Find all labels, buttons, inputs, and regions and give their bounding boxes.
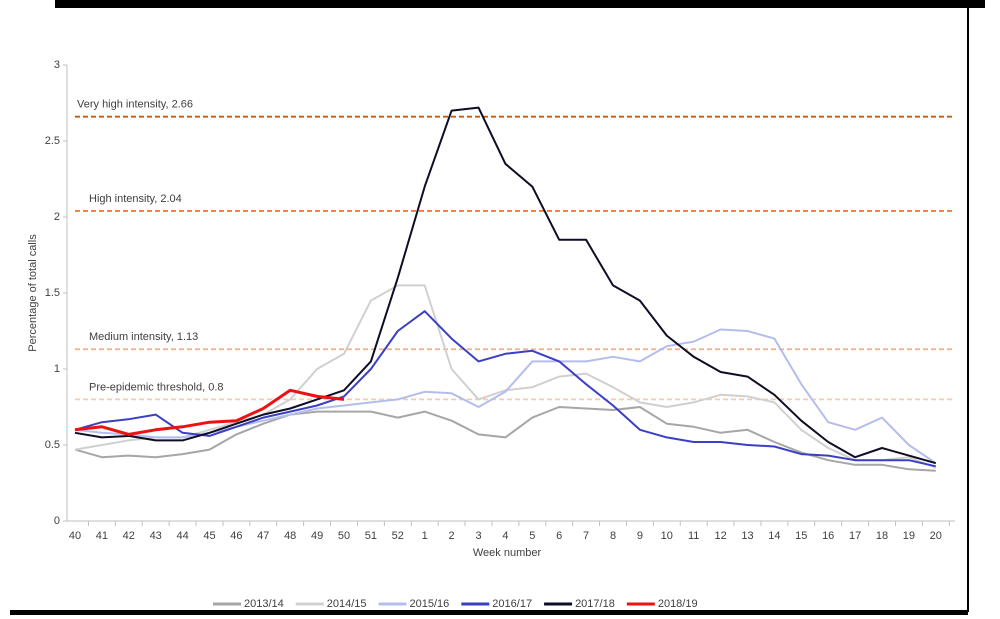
x-tick-label: 4 <box>502 530 508 542</box>
x-tick-label: 43 <box>150 530 162 542</box>
legend-label: 2013/14 <box>244 598 284 610</box>
series-line <box>74 284 937 469</box>
x-tick-label: 11 <box>688 530 699 542</box>
series-line <box>74 388 345 436</box>
x-tick-label: 49 <box>311 530 323 542</box>
threshold-label: Pre-epidemic threshold, 0.8 <box>89 381 224 393</box>
frame-bottom <box>10 610 968 615</box>
y-tick-label: 1 <box>54 363 60 375</box>
x-tick-label: 44 <box>176 530 188 542</box>
threshold-label: Very high intensity, 2.66 <box>77 99 193 111</box>
x-tick-label: 2 <box>449 530 455 542</box>
legend-label: 2016/17 <box>492 598 532 610</box>
x-tick-label: 45 <box>203 530 215 542</box>
x-tick-label: 19 <box>903 530 915 542</box>
series-line <box>74 106 937 465</box>
x-tick-label: 46 <box>230 530 242 542</box>
x-tick-label: 52 <box>392 530 404 542</box>
x-tick-label: 40 <box>69 530 81 542</box>
x-tick-label: 3 <box>475 530 481 542</box>
y-tick-label: 0.5 <box>45 439 60 451</box>
series-line <box>74 406 936 472</box>
y-tick-label: 2.5 <box>45 135 60 147</box>
y-tick-label: 0 <box>54 515 60 527</box>
x-tick-label: 9 <box>637 530 643 542</box>
threshold-label: High intensity, 2.04 <box>89 193 182 205</box>
threshold-label: Medium intensity, 1.13 <box>89 331 198 343</box>
x-tick-label: 8 <box>610 530 616 542</box>
x-tick-label: 7 <box>583 530 589 542</box>
x-axis-title: Week number <box>473 547 542 559</box>
frame-top <box>55 0 985 8</box>
legend-label: 2015/16 <box>410 598 450 610</box>
x-tick-label: 41 <box>96 530 108 542</box>
x-tick-label: 1 <box>422 530 428 542</box>
y-tick-label: 1.5 <box>45 287 60 299</box>
series-line <box>74 310 937 468</box>
x-tick-label: 6 <box>556 530 562 542</box>
x-tick-label: 5 <box>529 530 535 542</box>
x-tick-label: 10 <box>661 530 673 542</box>
y-tick-label: 3 <box>54 59 60 71</box>
x-tick-label: 17 <box>849 530 861 542</box>
x-tick-label: 18 <box>876 530 888 542</box>
legend-label: 2018/19 <box>658 598 698 610</box>
x-tick-label: 12 <box>714 530 726 542</box>
x-tick-label: 20 <box>930 530 942 542</box>
y-axis-title: Percentage of total calls <box>27 234 39 352</box>
legend-label: 2017/18 <box>575 598 615 610</box>
x-tick-label: 42 <box>123 530 135 542</box>
x-tick-label: 14 <box>768 530 780 542</box>
x-tick-label: 50 <box>338 530 350 542</box>
x-tick-label: 48 <box>284 530 296 542</box>
legend: 2013/14 2014/15 2015/16 2016/17 2017/18 2018/… <box>213 598 698 610</box>
x-tick-label: 15 <box>795 530 807 542</box>
x-tick-label: 51 <box>365 530 377 542</box>
x-tick-label: 13 <box>741 530 753 542</box>
x-tick-label: 16 <box>822 530 834 542</box>
frame-right <box>967 8 969 612</box>
legend-label: 2014/15 <box>327 598 367 610</box>
y-tick-label: 2 <box>54 211 60 223</box>
x-tick-label: 47 <box>257 530 269 542</box>
